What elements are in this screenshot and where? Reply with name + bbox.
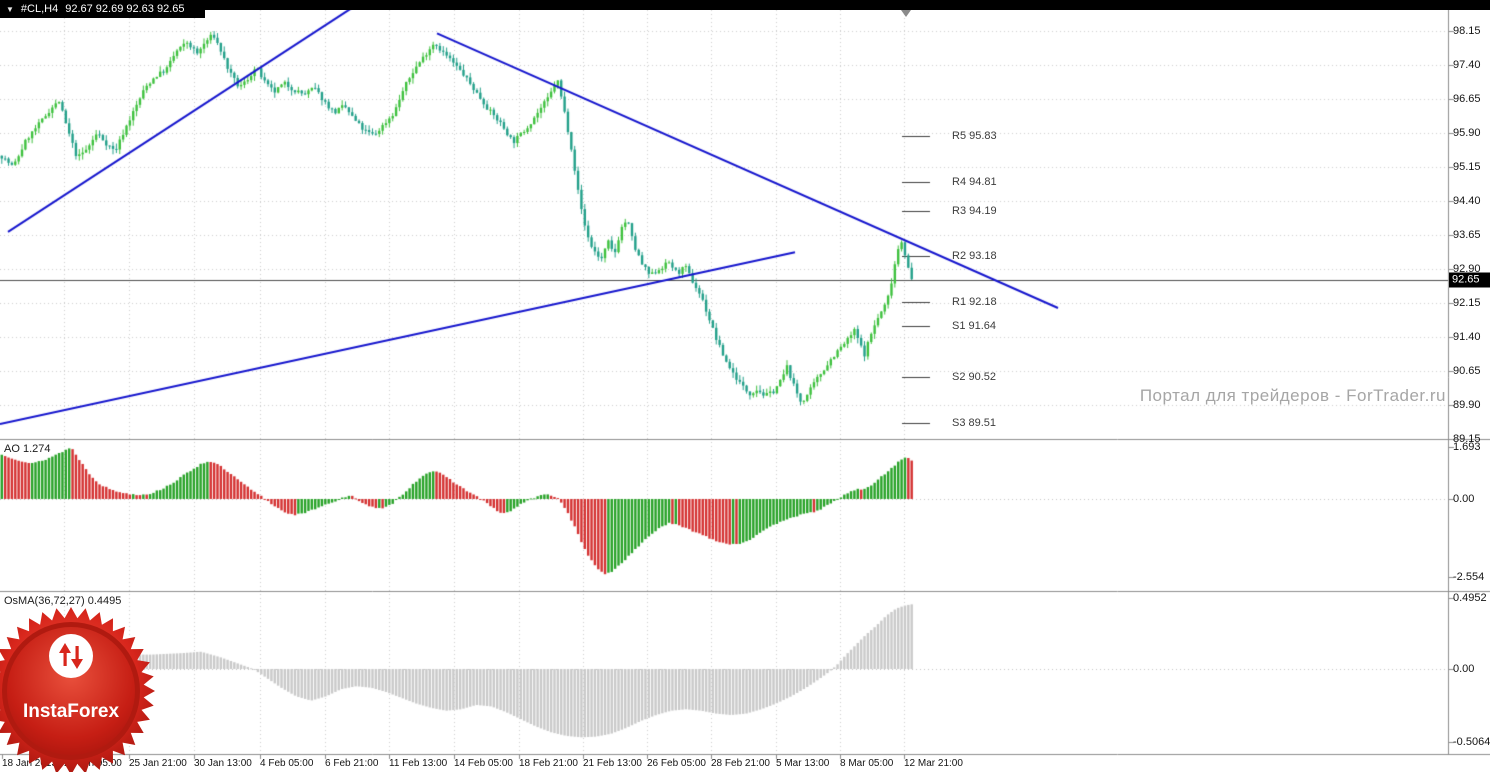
- pivot-label: R5 95.83: [952, 130, 997, 143]
- ao-indicator-label: AO 1.274: [4, 443, 51, 455]
- price-axis-label: 97.40: [1453, 59, 1481, 72]
- time-axis-label: 4 Feb 05:00: [260, 758, 314, 769]
- osma-scale-label: -0.5064: [1453, 735, 1490, 748]
- instaforex-logo: InstaForex: [0, 607, 155, 772]
- price-axis-label: 92.90: [1453, 263, 1481, 276]
- price-axis-label: 89.15: [1453, 433, 1481, 446]
- logo-brand-text: InstaForex: [23, 701, 120, 722]
- time-axis-label: 30 Jan 13:00: [194, 758, 252, 769]
- pivot-label: R2 93.18: [952, 250, 997, 263]
- price-axis-label: 98.15: [1453, 25, 1481, 38]
- price-axis-label: 94.40: [1453, 195, 1481, 208]
- ao-scale-label: 0.00: [1453, 493, 1475, 505]
- time-axis-label: 14 Feb 05:00: [454, 758, 513, 769]
- logo-arrows-icon: [59, 643, 83, 669]
- time-axis-label: 18 Jan 2013: [2, 758, 58, 769]
- chart-menu-triangle-icon[interactable]: ▼: [6, 4, 14, 14]
- price-axis-label: 92.15: [1453, 297, 1481, 310]
- osma-scale-label: 0.00: [1453, 663, 1475, 675]
- logo-emblem-circle: [49, 634, 93, 678]
- time-axis-label: 25 Jan 21:00: [129, 758, 187, 769]
- window-top-strip: [0, 0, 1490, 10]
- ao-scale-label: 1.693: [1453, 441, 1481, 454]
- pivot-label: R4 94.81: [952, 176, 997, 189]
- time-axis-label: 12 Mar 21:00: [904, 758, 963, 769]
- chart-shift-marker-icon[interactable]: [901, 10, 911, 17]
- price-axis-label: 96.65: [1453, 93, 1481, 106]
- pivot-label: S2 90.52: [952, 370, 997, 383]
- ao-scale-label: -2.554: [1453, 571, 1485, 584]
- price-axis-label: 90.65: [1453, 365, 1481, 378]
- pivot-label: R1 92.18: [952, 295, 997, 308]
- price-axis-label: 91.40: [1453, 331, 1481, 344]
- price-axis-label: 95.90: [1453, 127, 1481, 140]
- price-axis-label: 95.15: [1453, 161, 1481, 174]
- time-axis-label: 11 Feb 13:00: [389, 758, 448, 769]
- pivot-label: R3 94.19: [952, 204, 997, 217]
- fortrader-watermark: Портал для трейдеров - ForTrader.ru: [1139, 386, 1446, 405]
- symbol-period-label: #CL,H4: [20, 3, 59, 15]
- time-axis-label: 6 Feb 21:00: [325, 758, 379, 769]
- symbol-titlebar: ▼ #CL,H4 92.67 92.69 92.63 92.65: [0, 0, 205, 18]
- logo-inner-disc: [7, 627, 135, 755]
- pivot-label: S3 89.51: [952, 416, 997, 429]
- time-axis-label: 26 Feb 05:00: [647, 758, 706, 769]
- osma-indicator-label: OsMA(36,72,27) 0.4495: [4, 595, 122, 607]
- time-axis-label: 8 Mar 05:00: [840, 758, 894, 769]
- time-axis-label: 5 Mar 13:00: [776, 758, 830, 769]
- osma-scale-label: 0.4952: [1453, 591, 1487, 604]
- price-axis-label: 89.90: [1453, 399, 1481, 412]
- time-axis-label: 18 Feb 21:00: [519, 758, 578, 769]
- time-axis-label: 21 Feb 13:00: [583, 758, 642, 769]
- current-price-box: 92.65: [1449, 272, 1490, 288]
- time-axis-label: 28 Feb 21:00: [711, 758, 770, 769]
- price-axis-label: 93.65: [1453, 229, 1481, 242]
- ohlc-quote-label: 92.67 92.69 92.63 92.65: [65, 3, 185, 15]
- pivot-label: S1 91.64: [952, 320, 997, 333]
